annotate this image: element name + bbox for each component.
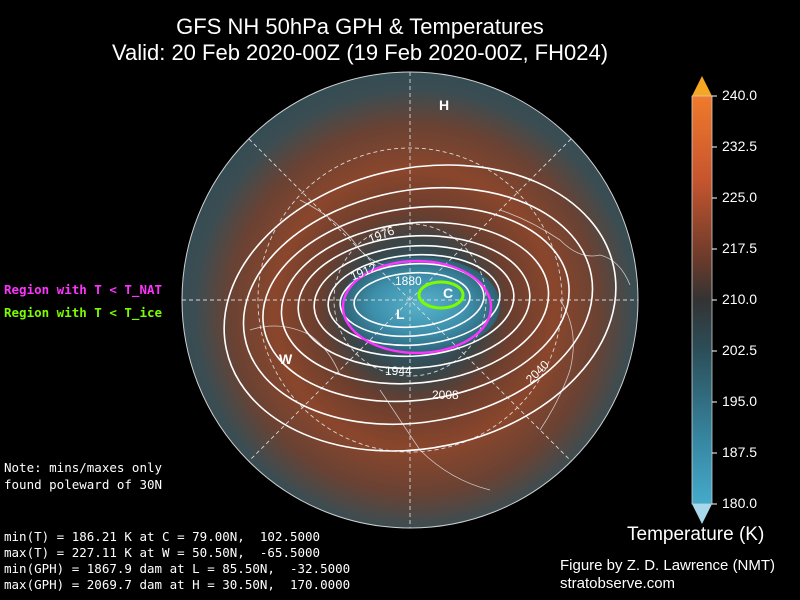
- colorbar-tick-label: 240.0: [722, 87, 758, 103]
- colorbar-tick-label: 232.5: [722, 138, 758, 154]
- colorbar-tick-label: 225.0: [722, 189, 758, 205]
- stat-max-temp: max(T) = 227.11 K at W = 50.50N, -65.500…: [4, 545, 321, 560]
- stat-max-gph: max(GPH) = 2069.7 dam at H = 30.50N, 170…: [4, 577, 351, 592]
- website-credit: stratobserve.com: [560, 575, 676, 592]
- chart-title: GFS NH 50hPa GPH & Temperatures: [176, 14, 544, 39]
- gph-contours: [223, 164, 617, 452]
- colorbar-tick-label: 187.5: [722, 444, 758, 460]
- cold-core-region: [340, 257, 500, 353]
- colorbar-tick-label: 202.5: [722, 342, 758, 358]
- figure-credit: Figure by Z. D. Lawrence (NMT): [560, 557, 776, 574]
- colorbar-bottom-arrow: [692, 504, 712, 524]
- ice-legend-label: Region with T < T_ice: [4, 305, 163, 320]
- colorbar-tick-label: 180.0: [722, 495, 758, 511]
- colorbar-tick-label: 210.0: [722, 291, 758, 307]
- note-line-2: found poleward of 30N: [4, 477, 163, 492]
- chart-subtitle: Valid: 20 Feb 2020-00Z (19 Feb 2020-00Z,…: [111, 40, 609, 65]
- nat-region-contour: [341, 259, 493, 355]
- colorbar-top-arrow: [692, 76, 712, 96]
- colorbar: [691, 76, 717, 524]
- stat-min-gph: min(GPH) = 1867.9 dam at L = 85.50N, -32…: [4, 561, 351, 576]
- colorbar-tick-label: 195.0: [722, 393, 758, 409]
- nat-legend-label: Region with T < T_NAT: [4, 282, 163, 297]
- note-line-1: Note: mins/maxes only: [4, 460, 163, 475]
- colorbar-body: [691, 95, 713, 505]
- ice-region-contour: [417, 280, 465, 310]
- colorbar-tick-label: 217.5: [722, 240, 758, 256]
- stat-min-temp: min(T) = 186.21 K at C = 79.00N, 102.500…: [4, 529, 321, 544]
- colorbar-label: Temperature (K): [627, 524, 765, 545]
- graticule: [182, 72, 638, 528]
